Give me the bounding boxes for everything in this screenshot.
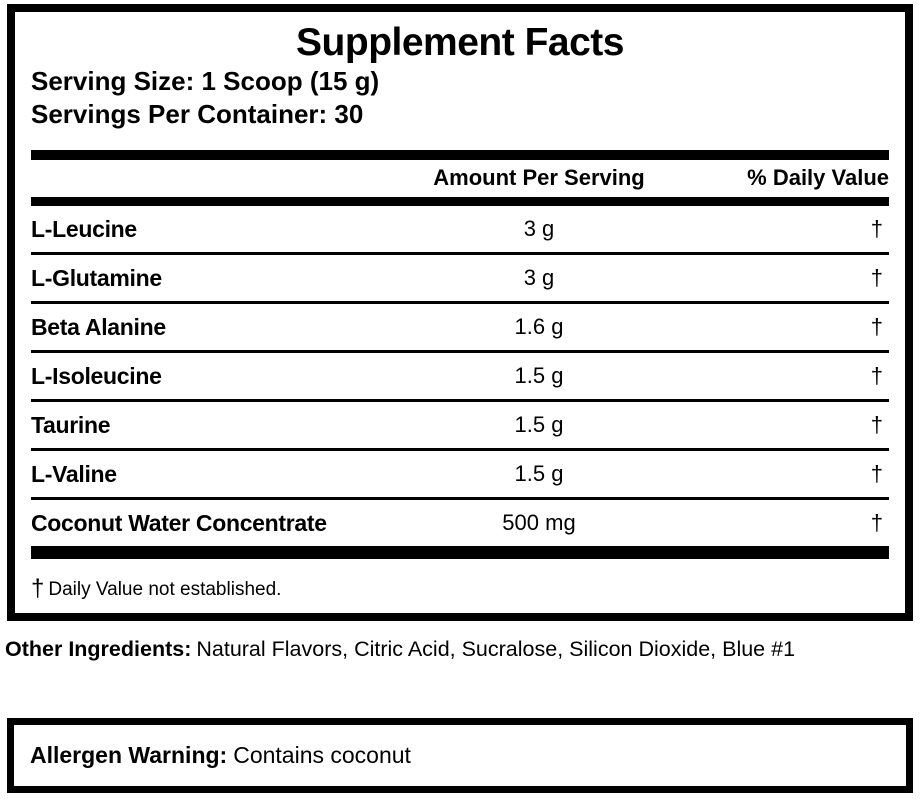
nutrient-amount: 1.6 g xyxy=(514,314,564,339)
nutrient-daily-value: † xyxy=(870,510,883,535)
nutrient-name: Beta Alanine xyxy=(31,313,166,340)
footnote-text: Daily Value not established. xyxy=(48,579,282,600)
nutrient-daily-value: † xyxy=(870,363,883,388)
nutrient-row: L-Leucine 3 g † xyxy=(31,206,889,255)
nutrient-amount: 1.5 g xyxy=(514,461,564,486)
allergen-warning-box: Allergen Warning: Contains coconut xyxy=(7,718,913,793)
servings-per-container-line: Servings Per Container: 30 xyxy=(31,99,364,129)
nutrient-daily-value: † xyxy=(870,216,883,241)
nutrient-amount: 3 g xyxy=(523,265,555,290)
nutrient-amount: 1.5 g xyxy=(514,363,564,388)
nutrient-name: L-Valine xyxy=(31,460,117,487)
nutrient-name: L-Glutamine xyxy=(31,264,162,291)
nutrient-amount: 1.5 g xyxy=(514,412,564,437)
divider-bar-thick xyxy=(31,549,889,559)
nutrient-row: L-Valine 1.5 g † xyxy=(31,451,889,500)
nutrient-name: Taurine xyxy=(31,411,111,438)
other-ingredients-line: Other Ingredients: Natural Flavors, Citri… xyxy=(5,637,919,662)
divider-bar-thick xyxy=(31,150,889,160)
nutrient-daily-value: † xyxy=(870,412,883,437)
supplement-facts-panel: Supplement Facts Serving Size: 1 Scoop (… xyxy=(7,4,913,621)
column-header-row: Amount Per Serving % Daily Value xyxy=(31,160,889,197)
nutrient-row: Taurine 1.5 g † xyxy=(31,402,889,451)
footnote: † Daily Value not established. xyxy=(31,574,889,602)
allergen-warning-label: Allergen Warning: xyxy=(30,742,228,768)
daily-value-header: % Daily Value xyxy=(747,165,889,190)
nutrient-name: L-Leucine xyxy=(31,215,137,242)
nutrient-daily-value: † xyxy=(870,265,883,290)
nutrient-row: Coconut Water Concentrate 500 mg † xyxy=(31,500,889,549)
serving-size-line: Serving Size: 1 Scoop (15 g) xyxy=(31,66,380,96)
nutrient-name: Coconut Water Concentrate xyxy=(31,509,327,536)
nutrient-daily-value: † xyxy=(870,461,883,486)
other-ingredients-label: Other Ingredients: xyxy=(5,637,192,661)
divider-bar-thick xyxy=(31,197,889,206)
nutrient-name: L-Isoleucine xyxy=(31,362,162,389)
nutrient-row: Beta Alanine 1.6 g † xyxy=(31,304,889,353)
nutrient-daily-value: † xyxy=(870,314,883,339)
amount-per-serving-header: Amount Per Serving xyxy=(433,165,645,190)
panel-title: Supplement Facts xyxy=(296,21,624,64)
nutrient-row: L-Isoleucine 1.5 g † xyxy=(31,353,889,402)
footnote-dagger: † xyxy=(31,575,45,602)
allergen-warning-value: Contains coconut xyxy=(233,742,411,768)
nutrient-amount: 500 mg xyxy=(502,510,576,535)
other-ingredients-value: Natural Flavors, Citric Acid, Sucralose,… xyxy=(196,637,796,661)
nutrient-amount: 3 g xyxy=(523,216,555,241)
nutrient-row: L-Glutamine 3 g † xyxy=(31,255,889,304)
